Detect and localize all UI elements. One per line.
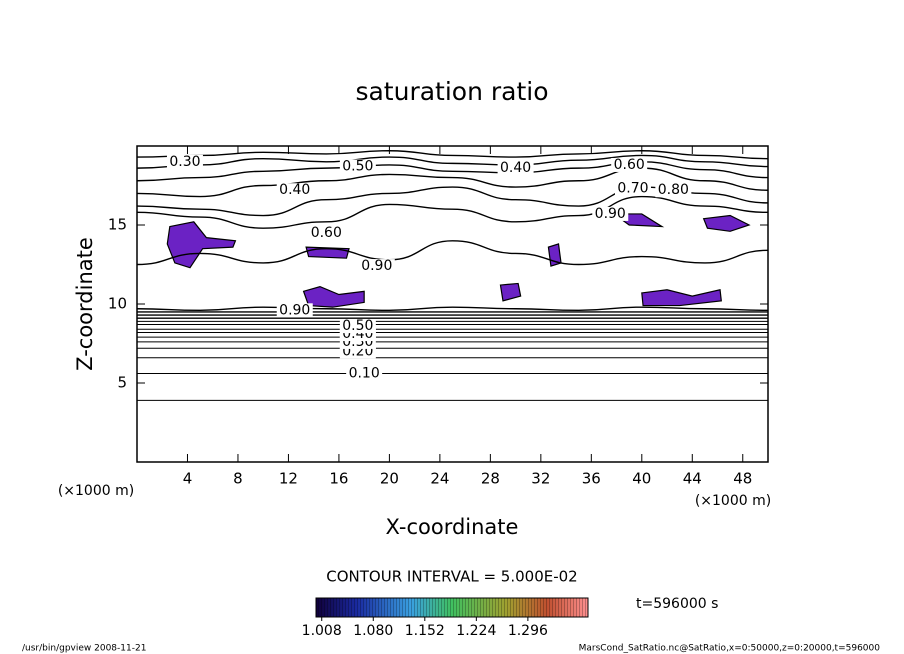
contour-line [136,154,769,169]
time-label: t=596000 s [636,596,718,612]
x-tick-label: 44 [683,470,702,488]
y-tick-label: 5 [117,374,127,392]
contour-label-bg [655,183,692,198]
contour-line [136,306,769,312]
contour-label: 0.40 [500,160,531,176]
contour-label: 0.90 [595,206,626,222]
contour-label-bg [339,159,376,174]
colorbar-tick-label: 1.008 [302,623,342,639]
x-tick-label: 28 [481,470,500,488]
colorbar-stripes [316,598,588,617]
contour-label-bg [308,225,345,240]
contour-interval: CONTOUR INTERVAL = 5.000E-02 [326,568,577,586]
contour-label-bg [339,319,376,334]
shaded-region [702,214,751,232]
x-tick-label: 4 [183,470,193,488]
contour-label: 0.50 [342,318,373,334]
contour-label: 0.40 [279,182,310,198]
shaded-region [499,282,522,302]
contour-line [136,240,769,266]
contour-label: 0.80 [658,182,689,198]
x-tick-label: 12 [279,470,298,488]
footer-left: /usr/bin/gpview 2008-11-21 [22,644,146,654]
x-unit: (×1000 m) [695,493,771,509]
colorbar-tick-label: 1.224 [456,623,496,639]
contour-label: 0.60 [311,225,342,241]
contour-label-bg [592,206,629,221]
y-tick-label: 15 [108,216,127,234]
contour-label-bg [497,161,534,176]
x-tick-label: 48 [733,470,752,488]
contour-label: 0.90 [361,258,392,274]
footer-right: MarsCond_SatRatio.nc@SatRatio,x=0:50000,… [579,644,881,654]
contour-label-bg [358,259,395,274]
x-axis-label: X-coordinate [386,515,519,539]
shaded-region [641,289,722,307]
x-tick-label: 8 [233,470,243,488]
x-tick-label: 40 [632,470,651,488]
x-tick-label: 16 [329,470,348,488]
contour-line [136,167,769,198]
x-tick-label: 24 [430,470,449,488]
contour-label-bg [346,366,383,381]
contour-label: 0.70 [617,181,648,197]
y-tick-label: 10 [108,295,127,313]
contour-line [136,195,769,229]
shaded-region [166,221,237,269]
contour-label-bg [614,181,651,196]
colorbar-tick-label: 1.152 [405,623,445,639]
colorbar-tick-label: 1.080 [353,623,393,639]
contour-label: 0.30 [169,154,200,170]
y-axis-label: Z-coordinate [73,237,97,371]
contour-label: 0.90 [279,302,310,318]
x-tick-label: 20 [380,470,399,488]
chart-title: saturation ratio [355,77,548,106]
contour-label: 0.60 [614,157,645,173]
colorbar-tick-label: 1.296 [508,623,548,639]
contour-line [136,150,769,160]
contour-label-bg [276,183,313,198]
contour-label: 0.50 [342,159,373,175]
y-unit: (×1000 m) [58,483,134,499]
contour-label: 0.10 [349,366,380,382]
contour-label-bg [611,157,648,172]
contour-line [136,161,769,182]
x-tick-label: 36 [582,470,601,488]
contour-label-bg [166,154,203,169]
contour-label-bg [276,303,313,318]
x-tick-label: 32 [531,470,550,488]
